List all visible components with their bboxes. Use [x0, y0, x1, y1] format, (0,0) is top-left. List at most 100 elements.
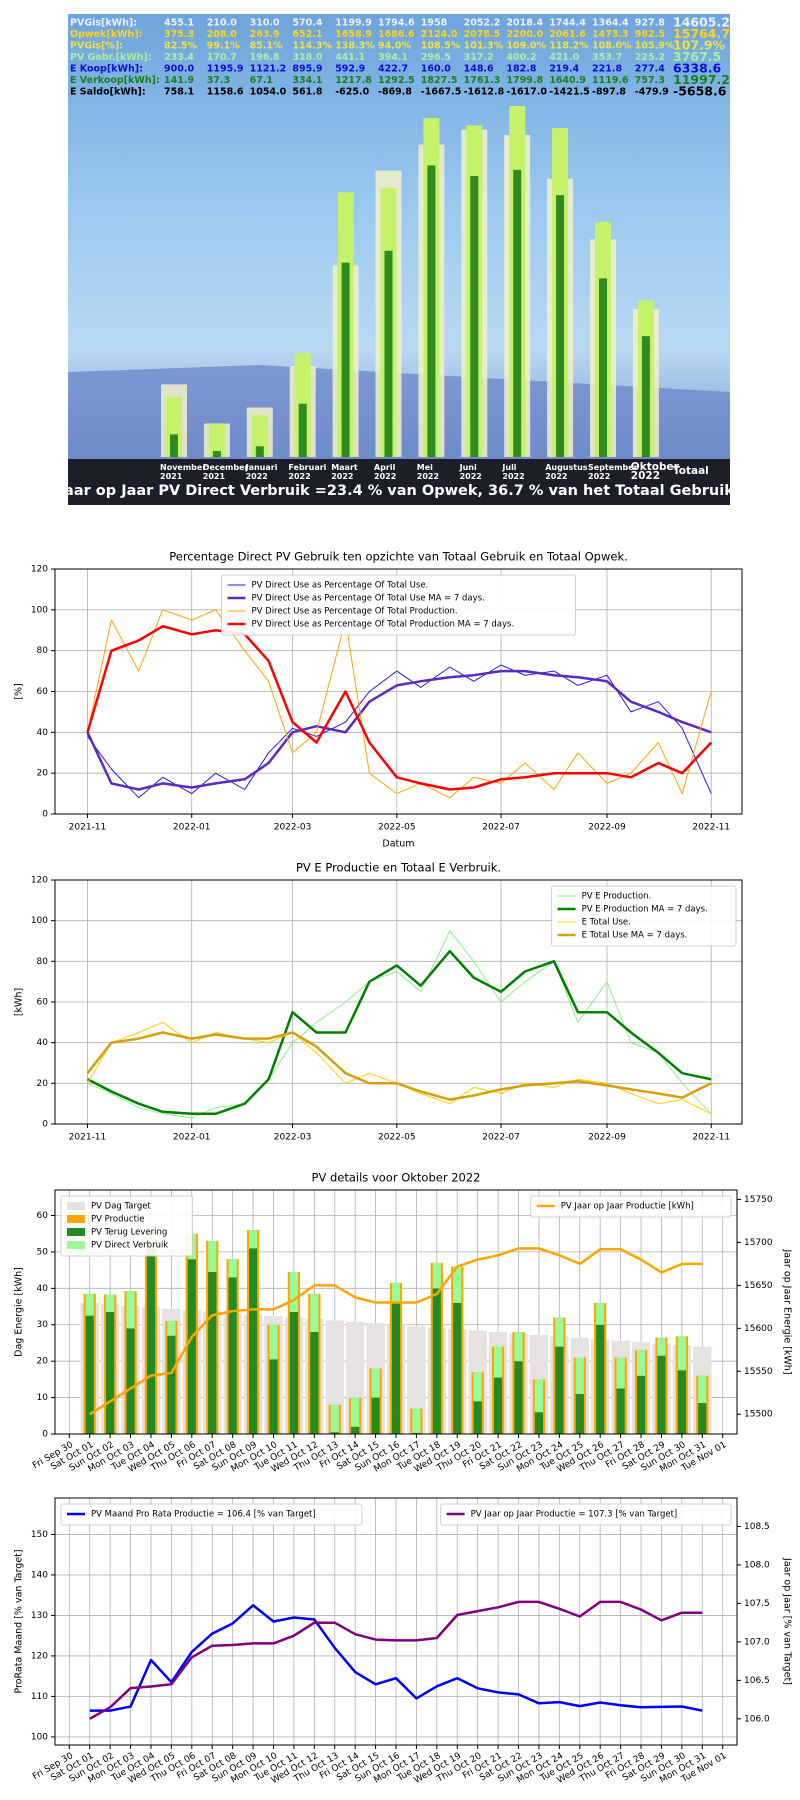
bar — [170, 434, 178, 457]
bar — [248, 1230, 258, 1249]
table-value: 11997.2 — [673, 72, 730, 87]
bar — [248, 1248, 258, 1434]
bar — [534, 1412, 544, 1434]
bar — [698, 1403, 707, 1434]
chart-title: PV E Productie en Totaal E Verbruik. — [296, 861, 501, 875]
y-tick-label: 80 — [37, 957, 49, 967]
y-tick-label: 120 — [31, 876, 48, 886]
bar — [514, 1361, 523, 1434]
table-value: 182.8 — [506, 64, 536, 75]
bar — [641, 336, 650, 457]
legend-box — [60, 1503, 363, 1526]
caption-band — [68, 459, 730, 505]
table-value: 1364.4 — [592, 18, 629, 29]
bar — [575, 1393, 584, 1434]
bar — [255, 446, 264, 457]
y2-tick-label: 15750 — [744, 1195, 773, 1205]
month-label: April 2022 — [374, 463, 396, 481]
legend-label: PV Jaar op Jaar Productie [kWh] — [561, 1202, 694, 1212]
table-value: 141.9 — [164, 75, 194, 86]
chart-title: Percentage Direct PV Gebruik ten opzicht… — [169, 550, 628, 564]
table-value: 14605.2 — [673, 15, 730, 30]
table-value: 107.9% — [673, 38, 726, 53]
legend-swatch — [67, 1228, 85, 1236]
bar — [677, 1370, 686, 1434]
legend-box — [221, 574, 576, 636]
y-tick-label: 110 — [31, 1692, 48, 1702]
y-tick-label: 10 — [37, 1393, 49, 1403]
bar — [391, 1282, 401, 1303]
plot-frame — [54, 879, 743, 1125]
table-value: -479.9 — [635, 87, 669, 98]
bar — [427, 165, 436, 458]
y-axis-label: [%] — [14, 683, 25, 699]
bar — [555, 1317, 564, 1347]
y2-tick-label: 15700 — [744, 1238, 773, 1248]
month-label: September 2022 — [588, 463, 638, 481]
y2-tick-label: 15550 — [744, 1367, 773, 1377]
table-value: 758.1 — [164, 87, 194, 98]
row-label: PV Gebr.[kWh]: — [70, 52, 152, 63]
line — [87, 664, 712, 799]
bar — [636, 1350, 646, 1376]
y-tick-label: 20 — [37, 1357, 49, 1367]
line — [86, 624, 713, 791]
legend-swatch — [67, 1202, 85, 1210]
table-value: 757.3 — [635, 75, 665, 86]
table-value: 1744.4 — [549, 18, 586, 29]
table-value: 1054.0 — [250, 87, 287, 98]
bar — [453, 1302, 462, 1434]
caption: Jaar op Jaar PV Direct Verbruik =23.4 % … — [58, 483, 740, 499]
bar — [187, 1259, 196, 1434]
bar — [596, 1324, 605, 1434]
x-tick-label: 2022-01 — [173, 823, 211, 833]
table-value: 400.2 — [506, 52, 536, 63]
bar — [657, 1337, 666, 1356]
y-tick-label: 130 — [31, 1611, 48, 1621]
month-label: Mei 2022 — [417, 463, 439, 481]
table-value: 221.8 — [592, 64, 622, 75]
table-value: 900.0 — [164, 64, 194, 75]
table-value: 1119.6 — [592, 75, 629, 86]
y-tick-label: 60 — [37, 687, 49, 697]
bar — [106, 1294, 115, 1312]
bar — [407, 1326, 426, 1434]
bar — [371, 1397, 380, 1434]
x-tick-label: 2021-11 — [69, 1133, 107, 1143]
y-axis-label: [kWh] — [14, 988, 25, 1016]
y-tick-label: 40 — [37, 1284, 49, 1294]
table-value: 101.3% — [464, 41, 504, 52]
table-value: 421.0 — [549, 52, 579, 63]
y-tick-label: 40 — [37, 728, 49, 738]
table-value: 6338.6 — [673, 61, 722, 76]
bar — [412, 1408, 421, 1433]
table-value: 114.3% — [292, 41, 332, 52]
table-value: -869.8 — [378, 87, 412, 98]
table-value: 1958 — [421, 18, 448, 29]
table-value: 394.1 — [378, 52, 408, 63]
bar — [351, 1426, 360, 1434]
line — [89, 1600, 703, 1720]
y-tick-label: 140 — [31, 1570, 48, 1580]
table-value: 296.5 — [421, 52, 451, 63]
bar — [371, 1368, 380, 1398]
bar — [228, 1259, 237, 1278]
y-axis-label: Dag Energie [kWh] — [14, 1267, 25, 1357]
bar — [289, 1312, 298, 1434]
table-value: 208.0 — [207, 29, 237, 40]
line — [86, 669, 712, 791]
legend-label: E Total Use MA = 7 days. — [582, 931, 688, 941]
table-value: 170.7 — [207, 52, 237, 63]
table-value: 85.1% — [250, 41, 283, 52]
table-value: 592.9 — [335, 64, 365, 75]
y-tick-label: 60 — [37, 998, 49, 1008]
row-label: PVGis[%]: — [70, 41, 123, 52]
legend-label: PV Jaar op Jaar Productie = 107.3 [% van… — [471, 1510, 678, 1520]
bar — [384, 250, 393, 457]
x-tick-label: 2022-07 — [482, 823, 520, 833]
bar — [126, 1291, 135, 1329]
table-value: 15764.7 — [673, 26, 730, 41]
table-value: 422.7 — [378, 64, 408, 75]
bar — [432, 1262, 441, 1289]
